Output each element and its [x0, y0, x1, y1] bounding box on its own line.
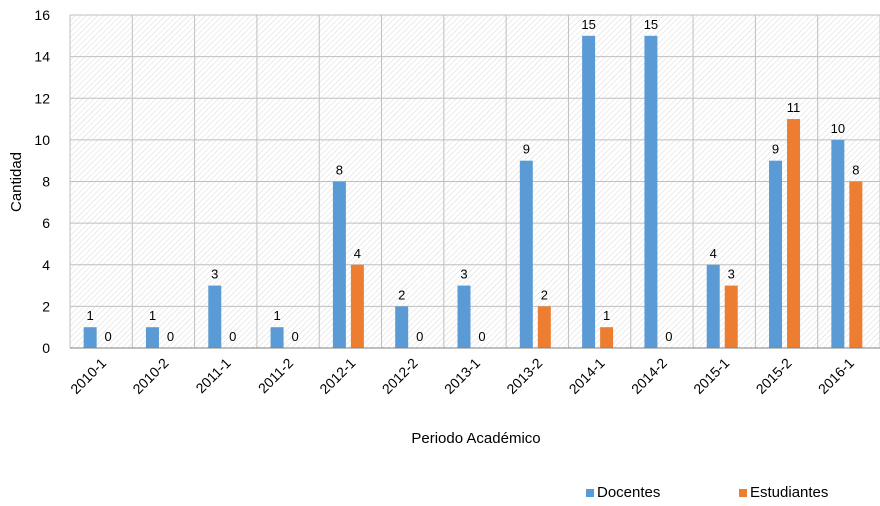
y-tick-label: 0	[42, 340, 50, 356]
bar-docentes	[208, 285, 222, 348]
data-label: 4	[354, 246, 361, 261]
y-tick-label: 6	[42, 215, 50, 231]
data-label: 2	[541, 287, 548, 302]
x-tick-label: 2015-1	[690, 355, 732, 397]
bar-docentes	[270, 327, 284, 348]
bar-estudiantes	[724, 285, 738, 348]
x-tick-label: 2014-1	[566, 355, 608, 397]
x-tick-label: 2016-1	[815, 355, 857, 397]
x-tick-label: 2012-2	[379, 355, 421, 397]
data-label: 9	[772, 142, 779, 157]
data-label: 1	[273, 308, 280, 323]
legend: Docentes Estudiantes	[0, 484, 880, 504]
data-label: 4	[710, 246, 717, 261]
bar-docentes	[582, 35, 596, 348]
bar-docentes	[769, 160, 783, 348]
data-label: 8	[852, 163, 859, 178]
x-tick-label: 2011-2	[255, 355, 297, 397]
bar-docentes	[332, 181, 346, 348]
y-tick-label: 8	[42, 174, 50, 190]
x-tick-label: 2014-2	[628, 355, 670, 397]
data-label: 0	[229, 329, 236, 344]
y-axis-title: Cantidad	[8, 152, 25, 212]
x-tick-label: 2013-1	[441, 355, 483, 397]
y-tick-label: 4	[42, 257, 50, 273]
data-label: 11	[787, 100, 801, 115]
legend-swatch-estudiantes	[739, 488, 747, 497]
bar-estudiantes	[600, 327, 614, 348]
y-tick-label: 10	[34, 132, 50, 148]
data-label: 15	[581, 17, 595, 32]
data-label: 0	[416, 329, 423, 344]
x-tick-label: 2013-2	[503, 355, 545, 397]
data-label: 0	[167, 329, 174, 344]
x-tick-label: 2015-2	[753, 355, 795, 397]
y-tick-label: 14	[34, 49, 50, 65]
data-label: 3	[460, 267, 467, 282]
bar-docentes	[83, 327, 97, 348]
y-tick-label: 12	[34, 90, 50, 106]
data-label: 1	[149, 308, 156, 323]
bar-estudiantes	[849, 181, 863, 348]
legend-item-docentes: Docentes	[586, 484, 660, 501]
x-axis-title: Periodo Académico	[411, 430, 540, 447]
data-label: 15	[644, 17, 658, 32]
bar-docentes	[519, 160, 533, 348]
data-label: 0	[105, 329, 112, 344]
legend-label-estudiantes: Estudiantes	[750, 484, 829, 501]
bar-estudiantes	[787, 119, 801, 348]
data-label: 0	[665, 329, 672, 344]
data-label: 1	[87, 308, 94, 323]
x-tick-label: 2010-2	[129, 355, 171, 397]
data-label: 1	[603, 308, 610, 323]
legend-label-docentes: Docentes	[597, 484, 661, 501]
bar-estudiantes	[350, 264, 364, 348]
data-label: 9	[523, 142, 530, 157]
data-label: 8	[336, 163, 343, 178]
x-tick-label: 2010-1	[67, 355, 109, 397]
bar-docentes	[457, 285, 471, 348]
bar-docentes	[644, 35, 658, 348]
bar-estudiantes	[537, 306, 551, 348]
x-tick-label: 2012-1	[316, 355, 358, 397]
data-label: 3	[728, 267, 735, 282]
data-label: 10	[831, 121, 845, 136]
y-tick-label: 16	[34, 7, 50, 23]
bar-docentes	[706, 264, 720, 348]
legend-swatch-docentes	[586, 488, 594, 497]
y-tick-label: 2	[42, 298, 50, 314]
bar-docentes	[831, 139, 845, 348]
bar-docentes	[395, 306, 409, 348]
data-label: 0	[478, 329, 485, 344]
x-tick-label: 2011-1	[192, 355, 234, 397]
bar-docentes	[145, 327, 159, 348]
legend-item-estudiantes: Estudiantes	[739, 484, 828, 501]
data-label: 0	[291, 329, 298, 344]
data-label: 3	[211, 267, 218, 282]
data-label: 2	[398, 287, 405, 302]
